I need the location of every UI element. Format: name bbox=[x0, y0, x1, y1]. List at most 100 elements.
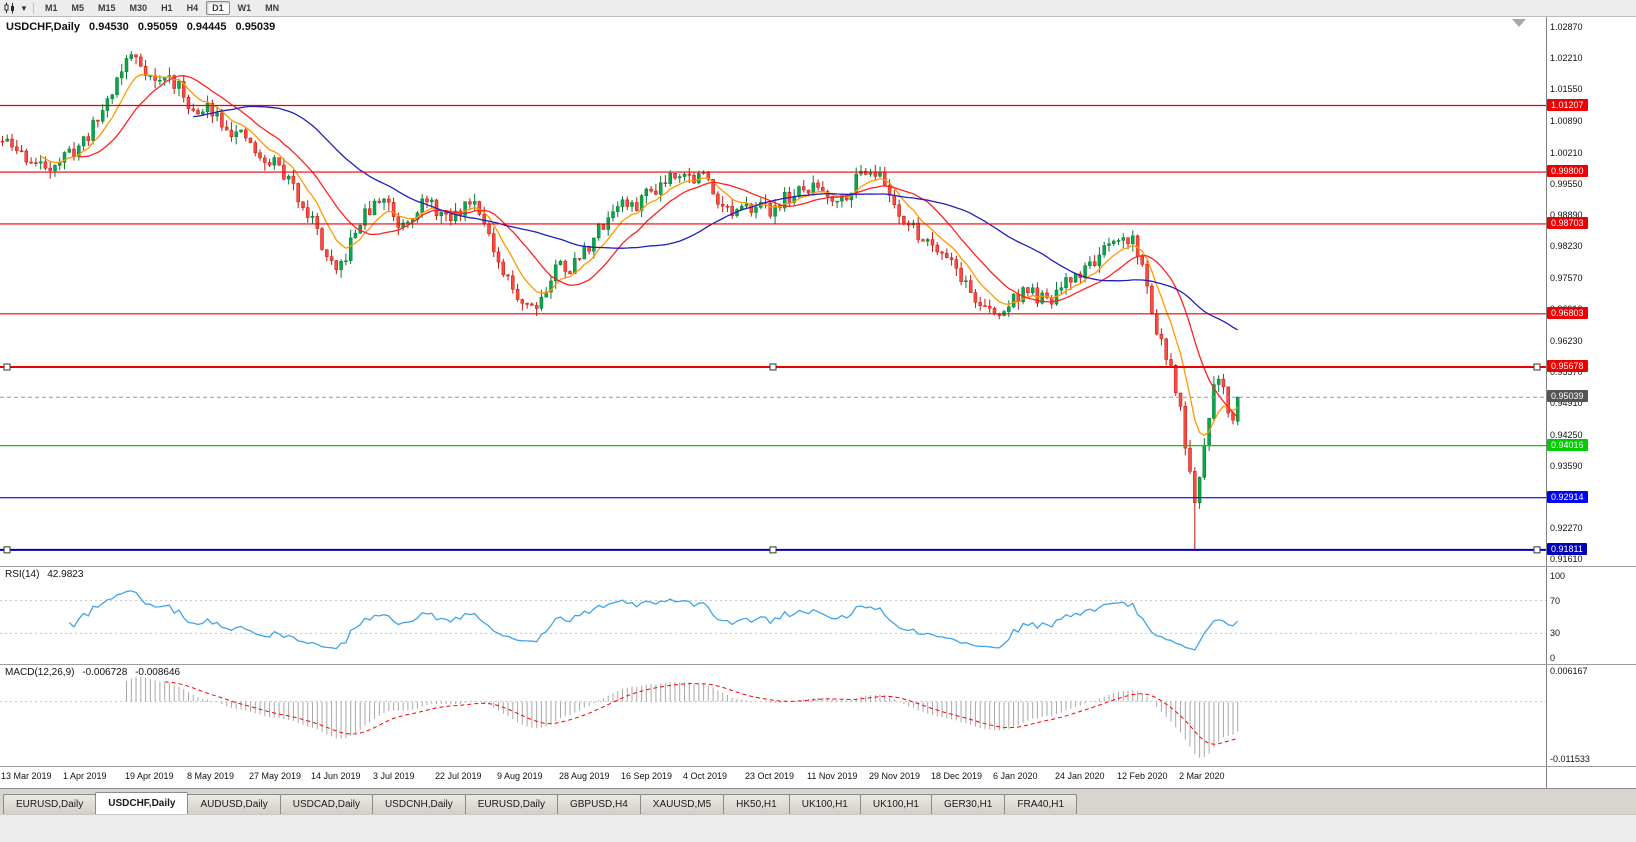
panel-separator[interactable] bbox=[0, 566, 1636, 567]
ma-8-line bbox=[40, 74, 1239, 437]
time-axis-label: 9 Aug 2019 bbox=[497, 771, 543, 781]
time-axis-label: 27 May 2019 bbox=[249, 771, 302, 781]
timeframe-mn[interactable]: MN bbox=[265, 3, 280, 13]
ohlc-open: 0.94530 bbox=[89, 21, 129, 33]
time-axis-label: 11 Nov 2019 bbox=[807, 771, 858, 781]
ma-16-line bbox=[78, 75, 1239, 418]
macd-value: -0.006728 bbox=[82, 667, 128, 678]
price-axis-label: 0.95570 bbox=[1550, 367, 1583, 378]
price-axis-label: 0.94250 bbox=[1550, 429, 1583, 440]
time-axis-label: 1 Apr 2019 bbox=[63, 771, 107, 781]
time-axis-label: 3 Jul 2019 bbox=[373, 771, 415, 781]
panel-separator[interactable] bbox=[0, 664, 1636, 665]
macd-signal-line bbox=[164, 681, 1238, 745]
chart-tabs-bar: EURUSD,Daily USDCHF,Daily AUDUSD,Daily USDC… bbox=[0, 788, 1636, 814]
line-selection-handle[interactable] bbox=[3, 546, 11, 554]
time-axis[interactable]: 13 Mar 2019 1 Apr 2019 19 Apr 2019 8 May 20… bbox=[0, 766, 1546, 788]
macd-plot[interactable] bbox=[0, 664, 1546, 766]
time-axis-label: 23 Oct 2019 bbox=[745, 771, 795, 781]
ohlc-low: 0.94445 bbox=[186, 21, 227, 33]
current-price-badge: 0.95039 bbox=[1547, 390, 1588, 403]
time-axis-label: 29 Nov 2019 bbox=[869, 771, 921, 781]
price-axis-label: 0.99550 bbox=[1550, 178, 1583, 189]
timeframe-d1[interactable]: D1 bbox=[206, 1, 230, 15]
price-axis-label: 0.91610 bbox=[1550, 554, 1583, 565]
candles-layer bbox=[0, 51, 1240, 550]
level-price-badge: 1.01207 bbox=[1547, 98, 1588, 111]
rsi-plot[interactable] bbox=[0, 566, 1546, 664]
time-axis-label: 28 Aug 2019 bbox=[559, 771, 610, 781]
tab-uk100-h1[interactable]: UK100,H1 bbox=[859, 794, 932, 814]
level-price-badge: 0.94016 bbox=[1547, 438, 1588, 451]
chart-symbol-label: USDCHF,Daily bbox=[6, 21, 80, 33]
price-axis-label: 0.92270 bbox=[1550, 523, 1583, 534]
tab-usdchf-daily[interactable]: USDCHF,Daily bbox=[95, 792, 189, 814]
line-selection-handle[interactable] bbox=[769, 546, 777, 554]
time-axis-label: 13 Mar 2019 bbox=[1, 771, 52, 781]
chart-title: USDCHF,Daily 0.94530 0.95059 0.94445 0.9… bbox=[6, 21, 275, 33]
tab-audusd-daily[interactable]: AUDUSD,Daily bbox=[187, 794, 281, 814]
tab-eurusd-daily[interactable]: EURUSD,Daily bbox=[464, 794, 558, 814]
tab-fra40-h1[interactable]: FRA40,H1 bbox=[1004, 794, 1078, 814]
rsi-axis-label: 70 bbox=[1550, 595, 1561, 606]
timeframe-m1[interactable]: M1 bbox=[45, 3, 58, 13]
macd-label: MACD(12,26,9) bbox=[5, 667, 75, 678]
level-price-badge: 0.91811 bbox=[1547, 542, 1587, 555]
timeframe-w1[interactable]: W1 bbox=[237, 3, 252, 13]
price-plot[interactable] bbox=[0, 16, 1546, 566]
rsi-axis-label: 0 bbox=[1550, 653, 1556, 663]
macd-signal-value: -0.008646 bbox=[135, 667, 181, 678]
ohlc-high: 0.95059 bbox=[137, 21, 178, 33]
timeframe-m15[interactable]: M15 bbox=[98, 3, 116, 13]
level-price-badge: 0.96803 bbox=[1547, 306, 1588, 319]
macd-histogram bbox=[126, 676, 1239, 758]
time-axis-label: 8 May 2019 bbox=[187, 771, 235, 781]
line-selection-handle[interactable] bbox=[1533, 363, 1541, 371]
macd-axis-label: -0.011533 bbox=[1550, 753, 1590, 764]
price-axis-label: 0.94910 bbox=[1550, 398, 1583, 409]
tab-ger30-h1[interactable]: GER30,H1 bbox=[931, 794, 1006, 814]
chart-shift-marker[interactable] bbox=[1512, 19, 1526, 27]
timeframe-h4[interactable]: H4 bbox=[186, 3, 199, 13]
rsi-line bbox=[68, 590, 1239, 651]
rsi-axis-label: 30 bbox=[1550, 628, 1561, 639]
price-axis-label: 1.01550 bbox=[1550, 84, 1583, 95]
time-axis-label: 2 Mar 2020 bbox=[1179, 771, 1225, 781]
timeframe-m5[interactable]: M5 bbox=[71, 3, 85, 13]
level-price-badge: 0.92914 bbox=[1547, 490, 1588, 503]
chart-type-dropdown-caret-icon[interactable]: ▼ bbox=[20, 3, 28, 13]
timeframe-buttons: M1 M5 M15 M30 H1 H4 D1 W1 MN bbox=[38, 1, 286, 15]
line-selection-handle[interactable] bbox=[769, 363, 777, 371]
price-axis[interactable]: 1.02870 1.02210 1.01550 1.00890 1.00210 0.995… bbox=[1546, 16, 1636, 788]
chart-type-icon[interactable] bbox=[2, 1, 17, 15]
level-price-badge: 0.99800 bbox=[1547, 165, 1588, 178]
time-axis-label: 24 Jan 2020 bbox=[1055, 771, 1105, 781]
timeframe-m30[interactable]: M30 bbox=[129, 3, 148, 13]
toolbar-separator bbox=[33, 2, 34, 14]
rsi-indicator-title: RSI(14) 42.9823 bbox=[5, 569, 88, 580]
line-selection-handle[interactable] bbox=[1533, 546, 1541, 554]
panel-separator bbox=[0, 766, 1636, 767]
ma-40-line bbox=[193, 105, 1239, 331]
tab-usdcad-daily[interactable]: USDCAD,Daily bbox=[279, 794, 373, 814]
level-price-badge: 0.95678 bbox=[1547, 359, 1588, 372]
tab-uk100-h1[interactable]: UK100,H1 bbox=[788, 794, 861, 814]
line-selection-handle[interactable] bbox=[3, 363, 11, 371]
time-axis-label: 12 Feb 2020 bbox=[1117, 771, 1168, 781]
tab-eurusd-daily[interactable]: EURUSD,Daily bbox=[3, 794, 97, 814]
price-axis-label: 0.96230 bbox=[1550, 335, 1583, 346]
time-axis-label: 16 Sep 2019 bbox=[621, 771, 673, 781]
tab-xauusd-m5[interactable]: XAUUSD,M5 bbox=[639, 794, 725, 814]
tab-gbpusd-h4[interactable]: GBPUSD,H4 bbox=[556, 794, 641, 814]
price-axis-label: 1.00890 bbox=[1550, 115, 1583, 126]
timeframe-h1[interactable]: H1 bbox=[161, 3, 173, 13]
tab-usdcnh-daily[interactable]: USDCNH,Daily bbox=[371, 794, 466, 814]
price-axis-label: 0.93590 bbox=[1550, 460, 1583, 471]
chart-window: 1.02870 1.02210 1.01550 1.00890 1.00210 0.995… bbox=[0, 16, 1636, 788]
time-axis-label: 4 Oct 2019 bbox=[683, 771, 728, 781]
tab-hk50-h1[interactable]: HK50,H1 bbox=[723, 794, 790, 814]
time-axis-label: 19 Apr 2019 bbox=[125, 771, 174, 781]
rsi-value: 42.9823 bbox=[47, 569, 84, 580]
time-axis-label: 14 Jun 2019 bbox=[311, 771, 361, 781]
price-axis-label: 1.00210 bbox=[1550, 147, 1583, 158]
